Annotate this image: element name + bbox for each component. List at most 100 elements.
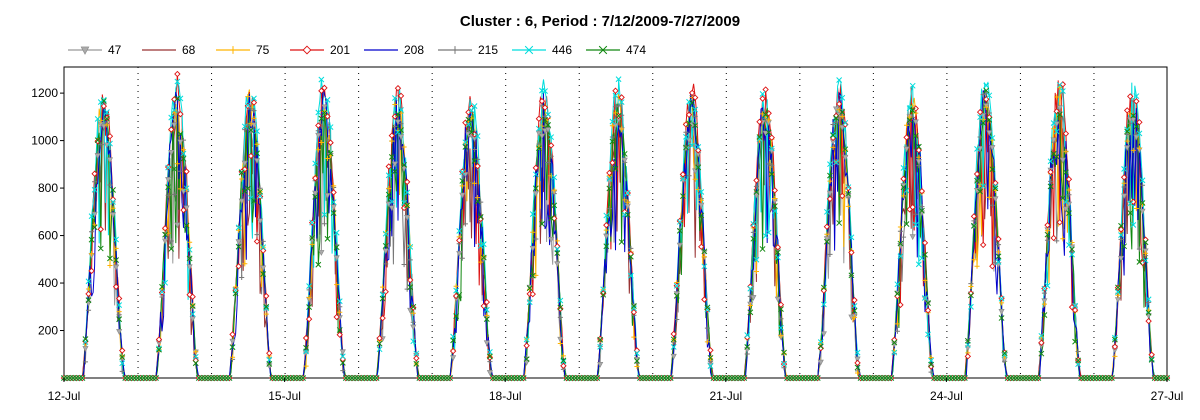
marker: [1133, 98, 1140, 105]
marker: [318, 139, 324, 146]
marker: [627, 253, 634, 260]
marker: [1066, 242, 1072, 248]
marker: [254, 141, 260, 147]
marker: [321, 109, 328, 116]
marker: [771, 208, 778, 215]
marker: [597, 336, 604, 343]
y-axis: 200 400 600 800 1000 1200: [31, 86, 64, 338]
marker: [612, 104, 619, 110]
marker: [989, 166, 996, 173]
marker: [1069, 239, 1075, 246]
marker: [891, 349, 898, 356]
marker: [820, 284, 827, 291]
marker: [168, 150, 175, 156]
marker: [112, 283, 120, 290]
marker: [1117, 226, 1125, 233]
marker: [260, 265, 267, 272]
marker: [177, 131, 184, 137]
marker: [676, 218, 683, 225]
marker: [826, 190, 834, 197]
marker: [535, 115, 543, 122]
marker: [472, 146, 478, 153]
marker: [631, 334, 637, 340]
marker: [168, 238, 174, 244]
marker: [480, 241, 487, 248]
marker: [701, 254, 707, 260]
marker: [1127, 209, 1134, 216]
marker: [845, 190, 852, 197]
marker: [548, 134, 555, 141]
marker: [401, 144, 407, 150]
marker: [94, 116, 101, 122]
marker: [888, 375, 895, 381]
marker: [848, 249, 855, 256]
marker: [826, 195, 834, 203]
marker: [692, 122, 699, 129]
marker: [119, 354, 126, 361]
marker: [842, 146, 849, 153]
marker: [447, 375, 453, 381]
marker: [110, 187, 116, 193]
marker: [695, 186, 701, 193]
marker: [465, 116, 472, 123]
marker: [1118, 232, 1124, 239]
marker: [177, 186, 183, 192]
marker: [977, 134, 983, 140]
marker: [92, 222, 98, 228]
marker: [523, 336, 530, 343]
marker: [688, 89, 696, 97]
marker: [248, 121, 254, 127]
marker: [536, 144, 542, 150]
marker: [900, 184, 907, 191]
marker: [545, 122, 552, 128]
marker: [913, 211, 919, 217]
marker: [266, 350, 273, 357]
marker: [303, 363, 309, 369]
marker: [183, 168, 190, 175]
marker: [247, 152, 255, 160]
marker: [382, 230, 389, 237]
marker: [529, 211, 536, 217]
marker: [306, 287, 312, 293]
marker: [915, 146, 923, 154]
marker: [839, 109, 846, 116]
marker: [1047, 168, 1054, 176]
marker: [266, 361, 273, 367]
marker: [768, 145, 775, 152]
marker: [153, 375, 159, 381]
marker: [817, 359, 824, 366]
marker: [909, 82, 916, 89]
marker: [918, 207, 925, 214]
marker: [475, 195, 481, 201]
marker: [998, 309, 1005, 315]
marker: [971, 257, 977, 263]
marker: [704, 325, 710, 331]
marker: [1069, 249, 1075, 255]
marker: [894, 321, 900, 327]
marker: [836, 107, 842, 113]
marker: [251, 115, 257, 121]
marker: [189, 316, 196, 323]
marker: [1001, 350, 1008, 357]
marker: [980, 92, 986, 98]
marker: [704, 306, 711, 313]
marker: [413, 360, 420, 367]
marker: [535, 145, 542, 152]
marker: [189, 311, 196, 317]
x-tick-label: 15-Jul: [268, 389, 301, 403]
marker: [177, 139, 184, 146]
marker: [529, 245, 536, 252]
marker: [1121, 193, 1128, 200]
marker: [1117, 255, 1125, 262]
marker: [824, 231, 830, 237]
marker: [385, 191, 392, 198]
marker: [778, 306, 784, 313]
marker: [260, 271, 267, 277]
marker: [318, 76, 325, 83]
marker: [1047, 183, 1054, 190]
marker: [247, 127, 254, 134]
marker: [1062, 169, 1069, 176]
marker: [241, 160, 248, 167]
marker: [600, 291, 607, 298]
marker: [845, 184, 852, 192]
